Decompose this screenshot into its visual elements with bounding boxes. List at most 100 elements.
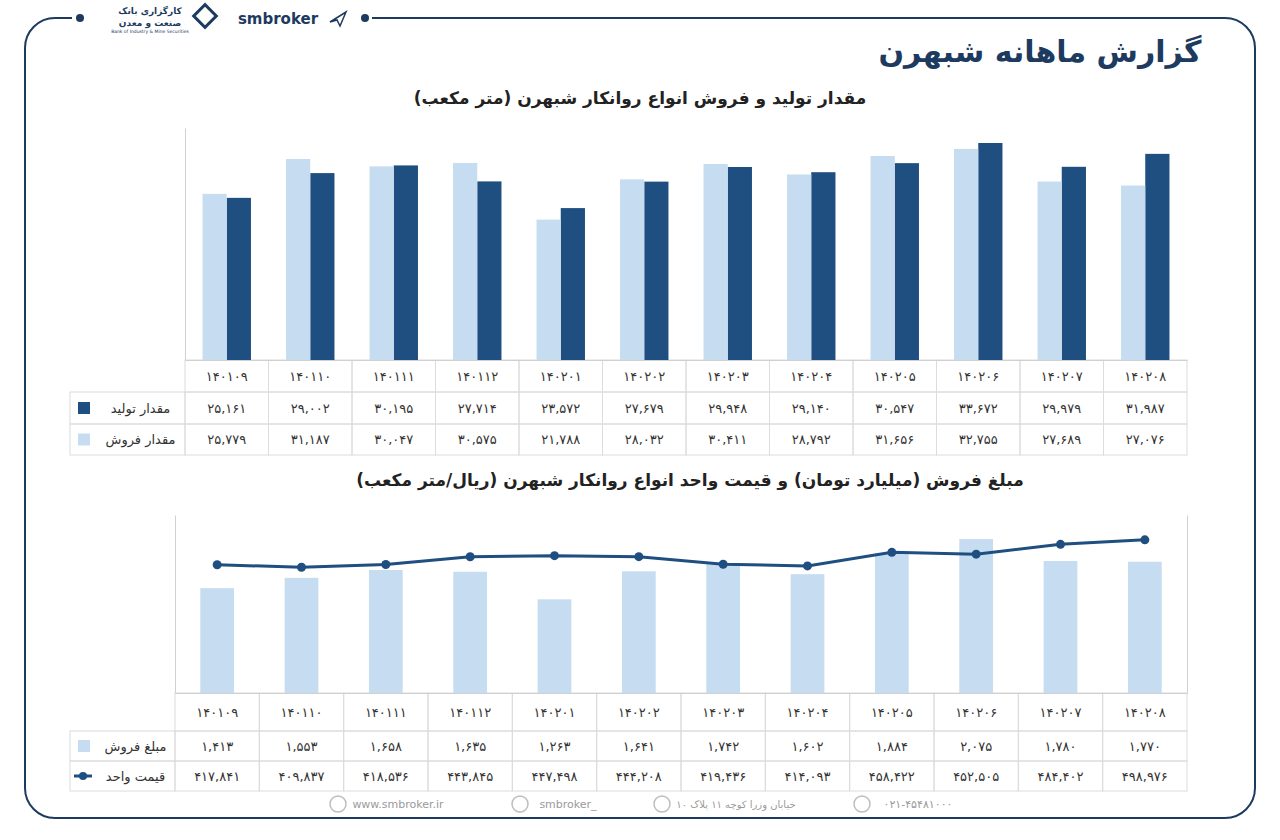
table-cell: [512, 761, 596, 791]
table-value: ۴۱۷,۸۴۱: [194, 769, 240, 784]
table-cell: [269, 424, 353, 455]
broker-fa: صنعت و معدن: [119, 18, 181, 29]
footer-icon: [330, 796, 346, 812]
table-cell: [344, 693, 428, 731]
table-value: ۴۵۲,۵۰۵: [953, 769, 999, 784]
x-axis: ۱۴۰۱۰۹۱۴۰۱۱۰۱۴۰۱۱۱۱۴۰۱۱۲۱۴۰۲۰۱۱۴۰۲۰۲۱۴۰۲…: [176, 693, 1188, 720]
bar: [704, 164, 728, 360]
bar: [875, 553, 909, 693]
table-cell: [436, 360, 520, 392]
chart-1: مبلغ فروش (میلیارد تومان) و قیمت واحد ان…: [70, 470, 1188, 791]
table-value: ۲۷,۷۱۴: [458, 401, 497, 416]
table-cell: [1018, 693, 1102, 731]
table-value: ۳۰,۱۹۵: [374, 401, 413, 416]
table-cell: [512, 731, 596, 761]
table-cell: [185, 392, 269, 424]
table-cell: [850, 761, 934, 791]
x-tick: ۱۴۰۱۰۹: [196, 693, 238, 720]
x-tick: ۱۴۰۲۰۳: [707, 360, 749, 384]
page: smbrokerکارگزاری بانکصنعت و معدنBank of …: [0, 0, 1280, 840]
table-cell: [770, 424, 854, 455]
x-tick-label: ۱۴۰۲۰۱: [540, 369, 582, 384]
x-tick: ۱۴۰۲۰۱: [534, 693, 576, 720]
table-cell: [175, 761, 259, 791]
marker: [466, 552, 475, 561]
bar: [895, 163, 919, 360]
logo-mark: [194, 5, 217, 28]
bar-series: [203, 149, 1146, 360]
y2-axis: [1187, 516, 1188, 694]
x-tick: ۱۴۰۲۰۲: [623, 360, 665, 384]
x-tick: ۱۴۰۲۰۶: [957, 360, 999, 384]
x-tick: ۱۴۰۲۰۶: [955, 693, 997, 720]
table-cell: [853, 424, 937, 455]
table-value: ۱,۶۴۱: [623, 739, 655, 754]
table-value: ۳۳,۶۷۲: [959, 401, 998, 416]
table-cell: [519, 424, 603, 455]
table-cell: [70, 424, 185, 455]
legend-swatch: [79, 772, 87, 780]
x-tick-label: ۱۴۰۲۰۴: [787, 705, 829, 720]
x-tick: ۱۴۰۲۰۵: [871, 693, 913, 720]
x-tick: ۱۴۰۲۰۴: [787, 693, 829, 720]
table-cell: [1103, 731, 1187, 761]
table-value: ۱,۷۴۲: [707, 739, 739, 754]
x-axis-line: [176, 693, 1188, 694]
legend-label: مبلغ فروش: [105, 739, 167, 755]
chart-title: مقدار تولید و فروش انواع روانکار شبهرن (…: [414, 88, 867, 109]
header-dot: [361, 14, 369, 22]
table-cell: [519, 360, 603, 392]
table-cell: [269, 360, 353, 392]
x-tick: ۱۴۰۱۰۹: [206, 360, 248, 384]
x-axis-line: [186, 360, 1188, 361]
table-cell: [681, 761, 765, 791]
table-value: ۳۱,۶۵۶: [875, 432, 914, 447]
table-cell: [512, 693, 596, 731]
table-value: ۴۴۷,۴۹۸: [531, 769, 577, 784]
footer-phone: ۰۲۱-۴۵۴۸۱۰۰۰: [884, 798, 953, 811]
table-cell: [259, 693, 343, 731]
table-cell: [352, 360, 436, 392]
x-tick-label: ۱۴۰۲۰۶: [957, 369, 999, 384]
footer-icon: [512, 796, 528, 812]
table-value: ۱,۷۸۰: [1044, 739, 1076, 754]
x-tick: ۱۴۰۲۰۵: [874, 360, 916, 384]
x-tick: ۱۴۰۱۱۲: [449, 693, 491, 720]
canvas: smbrokerکارگزاری بانکصنعت و معدنBank of …: [0, 0, 1280, 840]
table-cell: [1018, 731, 1102, 761]
legend-entry: مبلغ فروش: [78, 739, 166, 755]
table-value: ۴۸۴,۴۰۲: [1037, 769, 1083, 784]
marker: [1056, 540, 1065, 549]
x-tick-label: ۱۴۰۲۰۱: [534, 705, 576, 720]
marker: [803, 561, 812, 570]
y-axis-line: [175, 516, 176, 694]
bar: [227, 198, 251, 360]
legend-swatch: [78, 740, 90, 752]
legend-label: مقدار تولید: [111, 401, 170, 417]
x-tick-label: ۱۴۰۱۰۹: [196, 705, 238, 720]
bar: [453, 163, 477, 360]
table-cell: [853, 360, 937, 392]
y-axis: [185, 129, 186, 361]
table-value: ۲۹,۹۷۹: [1042, 401, 1081, 416]
table-cell: [934, 761, 1018, 791]
chart-title: مبلغ فروش (میلیارد تومان) و قیمت واحد ان…: [356, 470, 1024, 491]
x-tick-label: ۱۴۰۱۱۱: [365, 705, 407, 720]
table-cell: [681, 731, 765, 761]
table-value: ۳۰,۴۱۱: [708, 432, 747, 447]
x-tick: ۱۴۰۱۱۱: [365, 693, 407, 720]
x-tick: ۱۴۰۲۰۳: [702, 693, 744, 720]
table-cell: [428, 731, 512, 761]
x-tick-label: ۱۴۰۱۱۲: [456, 369, 498, 384]
bar: [954, 149, 978, 360]
footer: www.smbroker.irsmbroker_خیابان وزرا کوچه…: [330, 796, 952, 812]
table-cell: [428, 693, 512, 731]
table-cell: [686, 424, 770, 455]
x-tick: ۱۴۰۱۱۰: [281, 693, 323, 720]
table-value: ۱,۴۱۳: [201, 739, 233, 754]
header-cover: [72, 4, 372, 34]
table-value: ۲۷,۶۷۹: [625, 401, 664, 416]
x-tick-label: ۱۴۰۲۰۳: [707, 369, 749, 384]
x-tick-label: ۱۴۰۲۰۲: [623, 369, 665, 384]
x-tick-label: ۱۴۰۱۱۲: [449, 705, 491, 720]
